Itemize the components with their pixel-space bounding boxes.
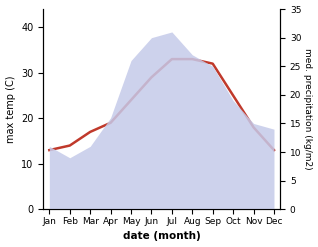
X-axis label: date (month): date (month) — [123, 231, 201, 242]
Y-axis label: max temp (C): max temp (C) — [5, 75, 16, 143]
Y-axis label: med. precipitation (kg/m2): med. precipitation (kg/m2) — [303, 48, 313, 170]
